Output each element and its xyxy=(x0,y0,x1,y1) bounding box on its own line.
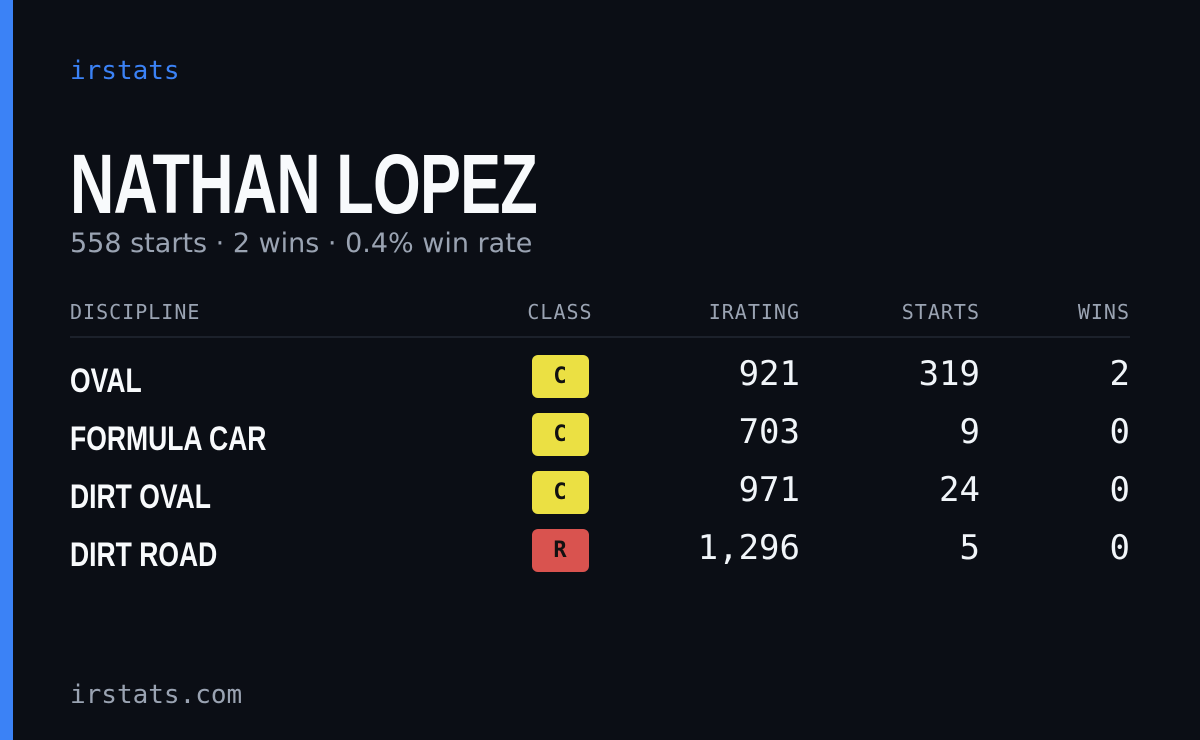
irating: 1,296 xyxy=(697,528,800,568)
starts: 5 xyxy=(959,528,980,568)
starts: 9 xyxy=(959,412,980,452)
column-header: WINS xyxy=(1077,300,1130,324)
class-badge: C xyxy=(531,471,589,514)
column-header: IRATING xyxy=(708,300,800,324)
irating: 703 xyxy=(738,412,800,452)
accent-bar xyxy=(0,0,13,740)
class-badge: C xyxy=(531,413,589,456)
irating: 971 xyxy=(738,470,800,510)
column-header: STARTS xyxy=(901,300,980,324)
summary: 558 starts · 2 wins · 0.4% win rate xyxy=(70,228,533,259)
discipline: OVAL xyxy=(70,362,142,400)
wins: 0 xyxy=(1109,470,1130,510)
class-badge: R xyxy=(531,529,589,572)
wins: 2 xyxy=(1109,354,1130,394)
wins: 0 xyxy=(1109,528,1130,568)
discipline: DIRT OVAL xyxy=(70,478,211,516)
class-badge: C xyxy=(531,355,589,398)
starts: 319 xyxy=(918,354,980,394)
divider xyxy=(70,336,1130,338)
wins: 0 xyxy=(1109,412,1130,452)
driver-name: NATHAN LOPEZ xyxy=(70,137,538,231)
footer: irstats.com xyxy=(70,680,243,710)
column-header: DISCIPLINE xyxy=(70,300,201,324)
discipline: FORMULA CAR xyxy=(70,420,267,458)
irating: 921 xyxy=(738,354,800,394)
discipline: DIRT ROAD xyxy=(70,536,218,574)
starts: 24 xyxy=(939,470,980,510)
column-header: CLASS xyxy=(527,300,593,324)
brand: irstats xyxy=(70,56,180,86)
